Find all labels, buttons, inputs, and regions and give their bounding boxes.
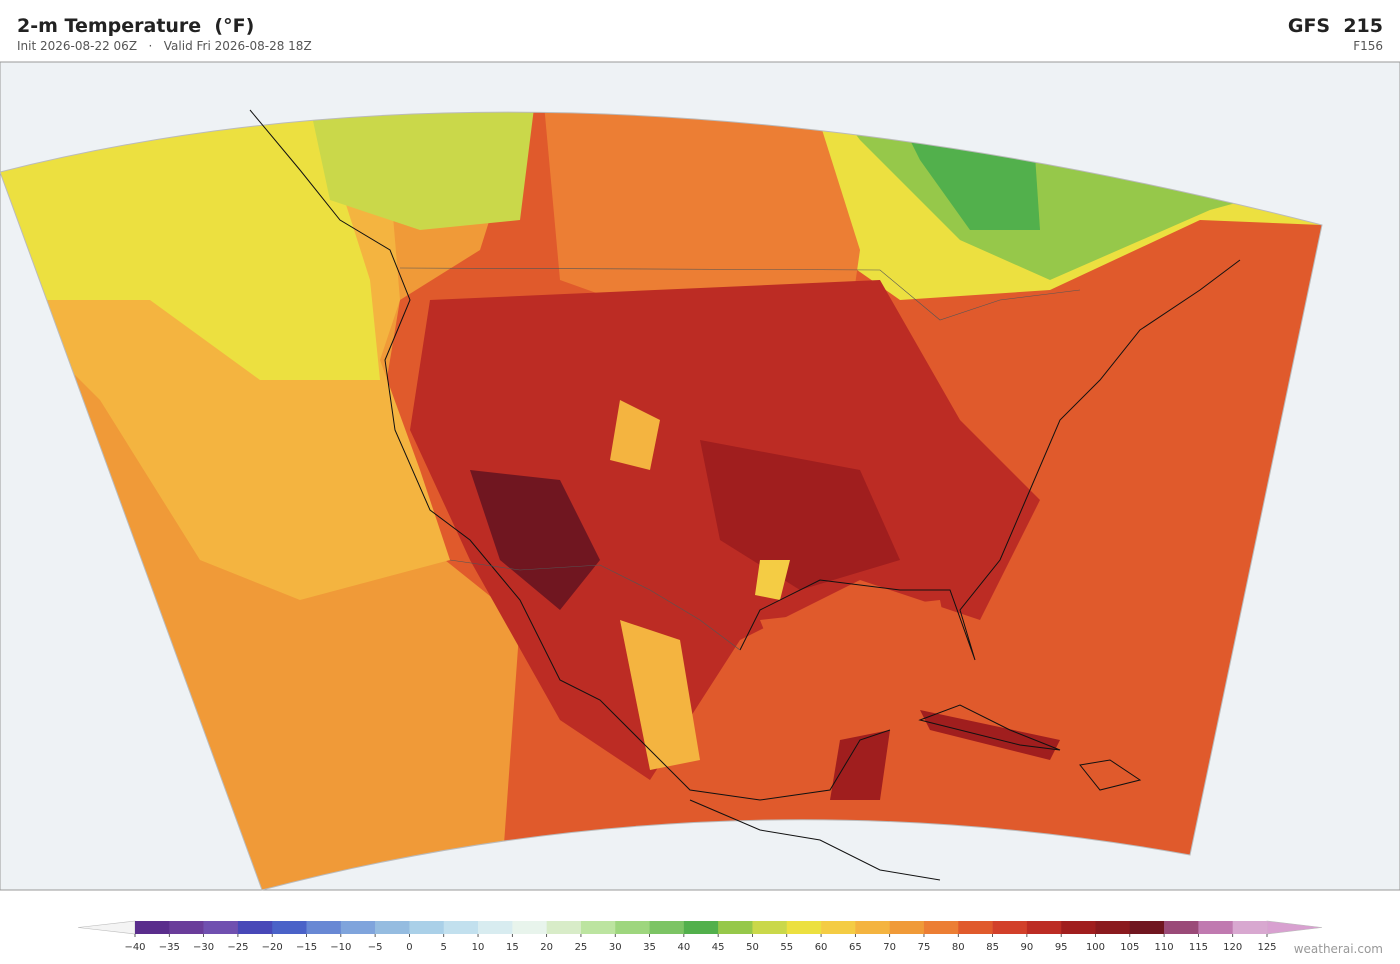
colorbar-tick-label: 45 <box>712 942 725 953</box>
borders <box>399 267 1081 651</box>
colorbar-tick-label: 50 <box>746 942 759 953</box>
colorbar-tick-label: 15 <box>506 942 519 953</box>
colorbar-tick-label: 35 <box>643 942 656 953</box>
colorbar-bin <box>1232 921 1268 934</box>
colorbar-bin <box>1198 921 1233 934</box>
colorbar-bin <box>889 921 925 934</box>
title: 2-m Temperature (°F) <box>17 15 255 37</box>
colorbar-tick-label: 5 <box>441 942 447 953</box>
colorbar-bin <box>752 921 788 934</box>
colorbar-tick-label: 10 <box>472 942 485 953</box>
colorbar-bin <box>992 921 1028 934</box>
colorbar-tick-label: −25 <box>227 942 248 953</box>
colorbar-tick-label: −15 <box>296 942 317 953</box>
colorbar-bin <box>443 921 479 934</box>
colorbar-tick-label: 20 <box>540 942 553 953</box>
colorbar-bin <box>786 921 822 934</box>
colorbar-tick-label: −10 <box>330 942 351 953</box>
colorbar-tick-label: 85 <box>986 942 999 953</box>
colorbar-tick-label: 90 <box>1021 942 1034 953</box>
colorbar-tick-label: 105 <box>1120 942 1139 953</box>
colorbar-bin <box>683 921 719 934</box>
colorbar-tick-label: 0 <box>406 942 412 953</box>
domain-outline <box>0 111 1323 891</box>
colorbar-tick-label: −5 <box>368 942 383 953</box>
forecast-hour: F156 <box>1353 39 1383 53</box>
colorbar-bin <box>958 921 993 934</box>
colorbar-bin <box>375 921 410 934</box>
colorbar-bin <box>923 921 959 934</box>
colorbar-bin <box>306 921 342 934</box>
colorbar-bin <box>135 921 170 934</box>
colorbar-bin <box>1095 921 1131 934</box>
colorbar-tick-label: 80 <box>952 942 965 953</box>
colorbar-bin <box>855 921 890 934</box>
colorbar-bin <box>821 921 856 934</box>
colorbar-bin <box>1026 921 1062 934</box>
colorbar-bin <box>409 921 445 934</box>
colorbar-tick-label: 120 <box>1223 942 1242 953</box>
colorbar-tick-label: 75 <box>918 942 931 953</box>
colorbar-bin <box>615 921 650 934</box>
colorbar-tick-label: −35 <box>159 942 180 953</box>
colorbar-bin <box>1164 921 1199 934</box>
colorbar-bin <box>580 921 616 934</box>
colorbar-bin <box>718 921 753 934</box>
colorbar-tick-label: −20 <box>262 942 283 953</box>
valid-time: Valid Fri 2026-08-28 18Z <box>163 39 312 53</box>
colorbar-bin <box>649 921 685 934</box>
colorbar-bin <box>1061 921 1096 934</box>
colorbar-bin <box>169 921 204 934</box>
colorbar-under <box>77 920 136 935</box>
colorbar-tick-label: 40 <box>677 942 690 953</box>
subtitle: Init 2026-08-22 06Z · Valid Fri 2026-08-… <box>17 39 312 53</box>
colorbar-bin <box>203 921 239 934</box>
colorbar-tick-label: 100 <box>1086 942 1105 953</box>
colorbar-tick-label: 65 <box>849 942 862 953</box>
colorbar-bin <box>237 921 273 934</box>
colorbar-tick-label: 60 <box>815 942 828 953</box>
credit: weatherai.com <box>1293 942 1383 956</box>
colorbar-bin <box>546 921 582 934</box>
colorbar-tick-label: −30 <box>193 942 214 953</box>
separator: · <box>148 39 153 53</box>
colorbar-bin <box>478 921 513 934</box>
colorbar-tick-label: 55 <box>780 942 793 953</box>
colorbar-tick-label: 115 <box>1189 942 1208 953</box>
coastlines <box>249 109 1241 881</box>
model-name: GFS 215 <box>1287 15 1383 37</box>
colorbar-bin <box>512 921 547 934</box>
colorbar-over <box>1266 920 1323 935</box>
colorbar-bin <box>1129 921 1165 934</box>
colorbar-bin <box>272 921 307 934</box>
colorbar-tick-label: 25 <box>575 942 588 953</box>
colorbar-tick-label: 110 <box>1155 942 1174 953</box>
colorbar-tick-label: 95 <box>1055 942 1068 953</box>
init-time: Init 2026-08-22 06Z <box>17 39 138 53</box>
colorbar-bin <box>340 921 376 934</box>
colorbar-tick-label: −40 <box>124 942 145 953</box>
colorbar-tick-label: 125 <box>1257 942 1276 953</box>
colorbar-tick-label: 30 <box>609 942 622 953</box>
colorbar-tick-label: 70 <box>883 942 896 953</box>
